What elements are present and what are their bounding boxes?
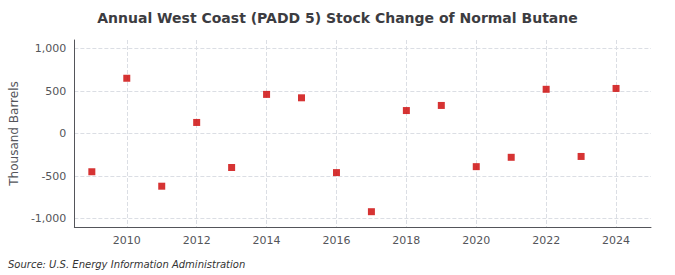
svg-text:2012: 2012 [183, 234, 211, 247]
svg-text:2020: 2020 [462, 234, 490, 247]
svg-text:500: 500 [45, 85, 66, 98]
svg-text:2024: 2024 [602, 234, 630, 247]
svg-text:0: 0 [59, 127, 66, 140]
svg-text:2022: 2022 [532, 234, 560, 247]
svg-text:-1,000: -1,000 [31, 212, 66, 225]
svg-text:1,000: 1,000 [35, 42, 67, 55]
svg-text:2018: 2018 [392, 234, 420, 247]
svg-text:2014: 2014 [253, 234, 281, 247]
svg-text:-500: -500 [41, 170, 66, 183]
svg-text:Source: U.S. Energy Informatio: Source: U.S. Energy Information Administ… [8, 259, 245, 270]
svg-text:Annual West Coast (PADD 5) Sto: Annual West Coast (PADD 5) Stock Change … [97, 10, 577, 26]
svg-text:2010: 2010 [113, 234, 141, 247]
svg-text:Thousand Barrels: Thousand Barrels [7, 81, 21, 186]
svg-text:2016: 2016 [322, 234, 350, 247]
